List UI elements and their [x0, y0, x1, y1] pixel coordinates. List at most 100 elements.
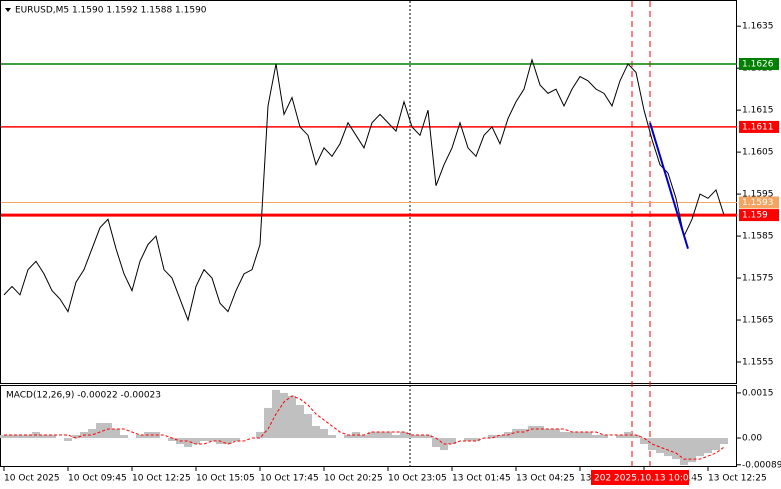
macd-frame	[0, 385, 737, 467]
histogram-bar	[432, 438, 440, 448]
histogram-bar	[624, 432, 632, 439]
price-frame	[0, 0, 737, 384]
histogram-bar	[560, 432, 568, 439]
crosshair-label-bg	[591, 470, 689, 485]
histogram-bar	[616, 435, 624, 439]
histogram-bar	[400, 432, 408, 439]
price-label: 1.1626	[742, 59, 774, 69]
histogram-bar	[664, 438, 672, 457]
histogram-bar	[104, 422, 112, 439]
histogram-bar	[536, 426, 544, 439]
histogram-bar	[40, 435, 48, 439]
histogram-bar	[24, 435, 32, 439]
y-tick-label: 0.0015	[742, 388, 774, 398]
price-label-bg	[739, 209, 779, 222]
histogram-bar	[88, 429, 96, 439]
histogram-bar	[648, 438, 656, 451]
histogram-bar	[496, 435, 504, 439]
histogram-bar	[600, 435, 608, 439]
histogram-bar	[16, 435, 24, 439]
histogram-bar	[136, 435, 144, 439]
histogram-bar	[448, 438, 456, 445]
x-tick-label: 10 Oct 17:45	[260, 474, 319, 484]
price-line	[3, 58, 725, 322]
histogram-bar	[656, 438, 664, 454]
histogram-bar	[0, 435, 8, 439]
x-tick-label: 10 Oct 2025	[4, 474, 60, 484]
histogram-bar	[96, 422, 104, 439]
price-label-bg	[739, 196, 779, 209]
histogram-bar	[528, 426, 536, 439]
histogram-bar	[264, 407, 272, 439]
price-label: 1.1593	[742, 198, 774, 208]
histogram-bar	[312, 426, 320, 439]
histogram-bar	[632, 435, 640, 439]
histogram-bar	[48, 435, 56, 439]
histogram-bar	[280, 392, 288, 439]
histogram-bar	[376, 432, 384, 439]
histogram-bar	[704, 438, 712, 454]
histogram-bar	[192, 438, 200, 445]
histogram-bar	[296, 404, 304, 439]
histogram-bar	[304, 413, 312, 439]
histogram-bar	[200, 438, 208, 442]
y-tick-label: 0.00	[742, 434, 762, 444]
x-tick-label: 13 Oct 04:25	[516, 474, 575, 484]
histogram-bar	[168, 438, 176, 442]
histogram-bar	[720, 438, 728, 445]
histogram-bar	[288, 395, 296, 439]
histogram-bar	[712, 438, 720, 451]
y-tick-label: 1.1565	[742, 316, 774, 326]
histogram-bar	[320, 429, 328, 439]
histogram-bar	[344, 435, 352, 439]
y-tick-label: 1.1635	[742, 22, 774, 32]
histogram-bar	[224, 438, 232, 445]
signal-line	[4, 395, 725, 460]
x-tick-label: 10 Oct 20:25	[324, 474, 383, 484]
histogram-bar	[552, 429, 560, 439]
x-tick-label: 10 Oct 12:25	[132, 474, 191, 484]
histogram-bar	[112, 429, 120, 439]
histogram-bar	[392, 435, 400, 439]
histogram-bar	[408, 435, 416, 439]
y-tick-label: 1.1575	[742, 274, 774, 284]
histogram-bar	[512, 429, 520, 439]
histogram-bar	[64, 438, 72, 442]
y-tick-label: 1.1605	[742, 148, 774, 158]
price-label: 1.159	[742, 211, 768, 221]
crosshair-label: 202 2025.10.13 10:00	[594, 474, 695, 484]
histogram-bar	[72, 435, 80, 439]
chart-title: EURUSD,M5 1.1590 1.1592 1.1588 1.1590	[15, 6, 207, 16]
histogram-bar	[464, 438, 472, 442]
histogram-bar	[592, 435, 600, 439]
y-tick-label: 1.1555	[742, 358, 774, 368]
x-tick-label: 10 Oct 09:45	[68, 474, 127, 484]
histogram-bar	[488, 435, 496, 439]
y-tick-label: 1.1595	[742, 190, 774, 200]
price-label: 1.1611	[742, 122, 774, 132]
histogram-bar	[384, 432, 392, 439]
histogram-bar	[184, 438, 192, 448]
histogram-bar	[672, 438, 680, 460]
histogram-bar	[568, 432, 576, 439]
histogram-bar	[640, 438, 648, 445]
histogram-bar	[8, 435, 16, 439]
histogram-bar	[416, 435, 424, 439]
y-tick-label: -0.00089	[742, 460, 781, 470]
histogram-bar	[520, 429, 528, 439]
histogram-bar	[472, 438, 480, 442]
y-tick-label: 1.1585	[742, 232, 774, 242]
histogram-bar	[360, 435, 368, 439]
x-tick-label: 10 Oct 23:05	[388, 474, 447, 484]
y-tick-label: 1.1615	[742, 106, 774, 116]
histogram-bar	[328, 435, 336, 439]
histogram-bar	[424, 435, 432, 439]
trend-line	[649, 122, 689, 249]
histogram-bar	[584, 432, 592, 439]
histogram-bar	[576, 432, 584, 439]
x-tick-label: 10 Oct 15:05	[196, 474, 255, 484]
price-label-bg	[739, 57, 779, 70]
price-label-bg	[739, 120, 779, 133]
